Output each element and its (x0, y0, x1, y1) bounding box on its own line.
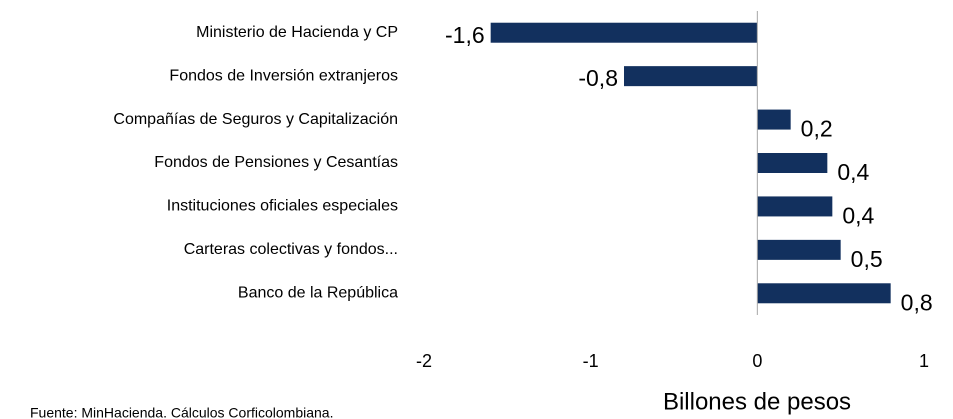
bar (490, 22, 758, 43)
data-label: 0,5 (851, 246, 883, 272)
x-tick-label: -1 (583, 351, 599, 371)
category-label: Ministerio de Hacienda y CP (196, 24, 398, 41)
data-label: 0,2 (801, 116, 833, 142)
category-label: Instituciones oficiales especiales (167, 198, 398, 215)
bar (624, 66, 758, 87)
data-label: -1,6 (445, 22, 485, 48)
category-label: Carteras colectivas y fondos... (184, 241, 398, 258)
category-label: Fondos de Inversión extranjeros (169, 67, 398, 84)
bar (757, 239, 841, 260)
data-label: 0,4 (842, 203, 874, 229)
x-tick-label: 1 (919, 351, 929, 371)
x-axis-label: Billones de pesos (663, 388, 851, 415)
bar (757, 109, 791, 130)
bar (757, 283, 891, 304)
source-note: Fuente: MinHacienda. Cálculos Corficolom… (30, 405, 333, 419)
data-label: 0,8 (901, 289, 933, 315)
x-tick-label: 0 (752, 351, 762, 371)
data-label: -0,8 (578, 65, 618, 91)
category-label: Banco de la República (238, 285, 398, 302)
data-label: 0,4 (837, 159, 869, 185)
category-label: Fondos de Pensiones y Cesantías (154, 154, 398, 171)
bar (757, 153, 828, 173)
category-label: Compañías de Seguros y Capitalización (113, 111, 398, 128)
x-tick-label: -2 (416, 351, 432, 371)
bar (757, 196, 833, 217)
